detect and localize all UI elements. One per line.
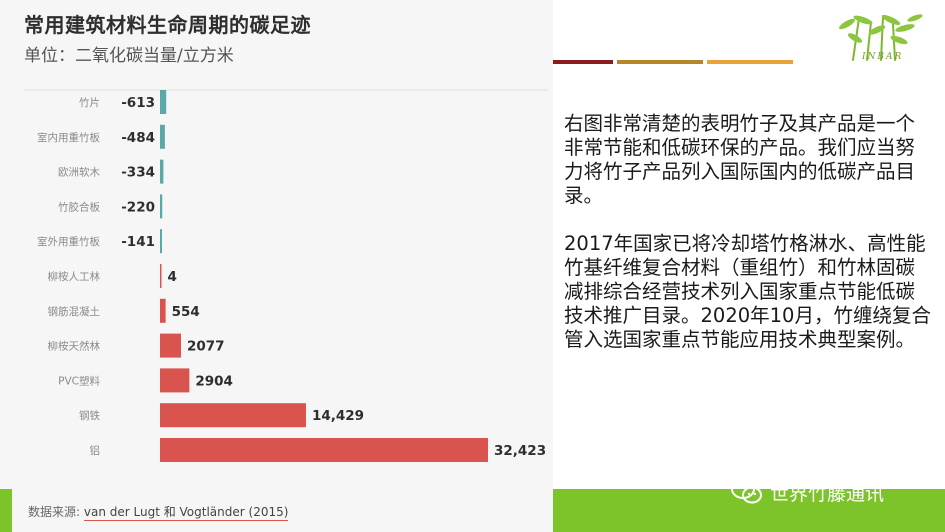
bar	[160, 229, 162, 254]
category-label: 柳桉人工林	[48, 270, 101, 283]
bar-chart: 竹片 -613 室内用重竹板 -484 欧洲软木 -334 竹胶合板 -220 室外用重竹板 -1…	[24, 89, 548, 462]
category-label: 柳桉天然林	[48, 340, 101, 353]
bar	[160, 368, 190, 393]
value-label: -220	[121, 199, 155, 215]
accent-line-dark-red	[553, 60, 613, 64]
value-label: -334	[121, 165, 155, 181]
bar	[160, 159, 164, 184]
bar	[160, 90, 167, 114]
category-label: 钢铁	[79, 409, 100, 422]
category-label: 钢筋混凝土	[48, 305, 101, 318]
source-link[interactable]: van der Lugt 和 Vogtländer (2015)	[83, 505, 289, 521]
accent-line-brown	[617, 60, 703, 64]
source-label: 数据来源:	[28, 505, 81, 519]
bar	[160, 298, 166, 323]
bar	[160, 333, 182, 358]
watermark: 世界竹藤通讯	[730, 476, 884, 508]
category-label: 竹片	[79, 96, 100, 109]
top-accent-lines	[553, 60, 793, 64]
paragraph-2: 2017年国家已将冷却塔竹格淋水、高性能竹基纤维复合材料（重组竹）和竹林固碳减排…	[564, 232, 931, 351]
value-label: 32,423	[494, 443, 546, 459]
watermark-text: 世界竹藤通讯	[770, 482, 885, 505]
category-label: 欧洲软木	[58, 166, 100, 179]
category-label: PVC塑料	[58, 374, 100, 387]
value-label: -141	[121, 234, 155, 250]
wechat-icon	[731, 479, 762, 504]
bottom-green-bar-left	[0, 489, 12, 532]
value-label: 554	[172, 304, 200, 320]
value-label: -484	[121, 130, 155, 146]
bar	[160, 194, 163, 219]
body-text: 右图非常清楚的表明竹子及其产品是一个非常节能和低碳环保的产品。我们应当努力将竹子…	[564, 112, 934, 376]
paragraph-1: 右图非常清楚的表明竹子及其产品是一个非常节能和低碳环保的产品。我们应当努力将竹子…	[564, 112, 916, 207]
chart-subtitle: 单位：二氧化碳当量/立方米	[24, 46, 234, 66]
bar	[160, 124, 165, 149]
logo-text: INBAR	[862, 52, 904, 62]
bar	[160, 264, 162, 288]
bamboo-logo-icon	[839, 14, 923, 61]
value-label: -613	[121, 95, 155, 111]
accent-line-orange	[707, 60, 793, 64]
category-label: 竹胶合板	[58, 200, 100, 213]
value-label: 2077	[187, 339, 225, 355]
bar	[160, 403, 306, 428]
value-label: 14,429	[312, 408, 364, 424]
value-label: 2904	[195, 373, 233, 389]
value-label: 4	[168, 269, 177, 285]
source-line: 数据来源: van der Lugt 和 Vogtländer (2015)	[28, 503, 289, 521]
category-label: 铝	[90, 444, 101, 457]
chart-title: 常用建筑材料生命周期的碳足迹	[24, 13, 311, 37]
category-label: 室外用重竹板	[37, 235, 100, 248]
category-label: 室内用重竹板	[37, 131, 100, 144]
chart-panel: 常用建筑材料生命周期的碳足迹 单位：二氧化碳当量/立方米 竹片 -613 室内用重竹…	[24, 13, 548, 521]
bar	[160, 438, 488, 462]
